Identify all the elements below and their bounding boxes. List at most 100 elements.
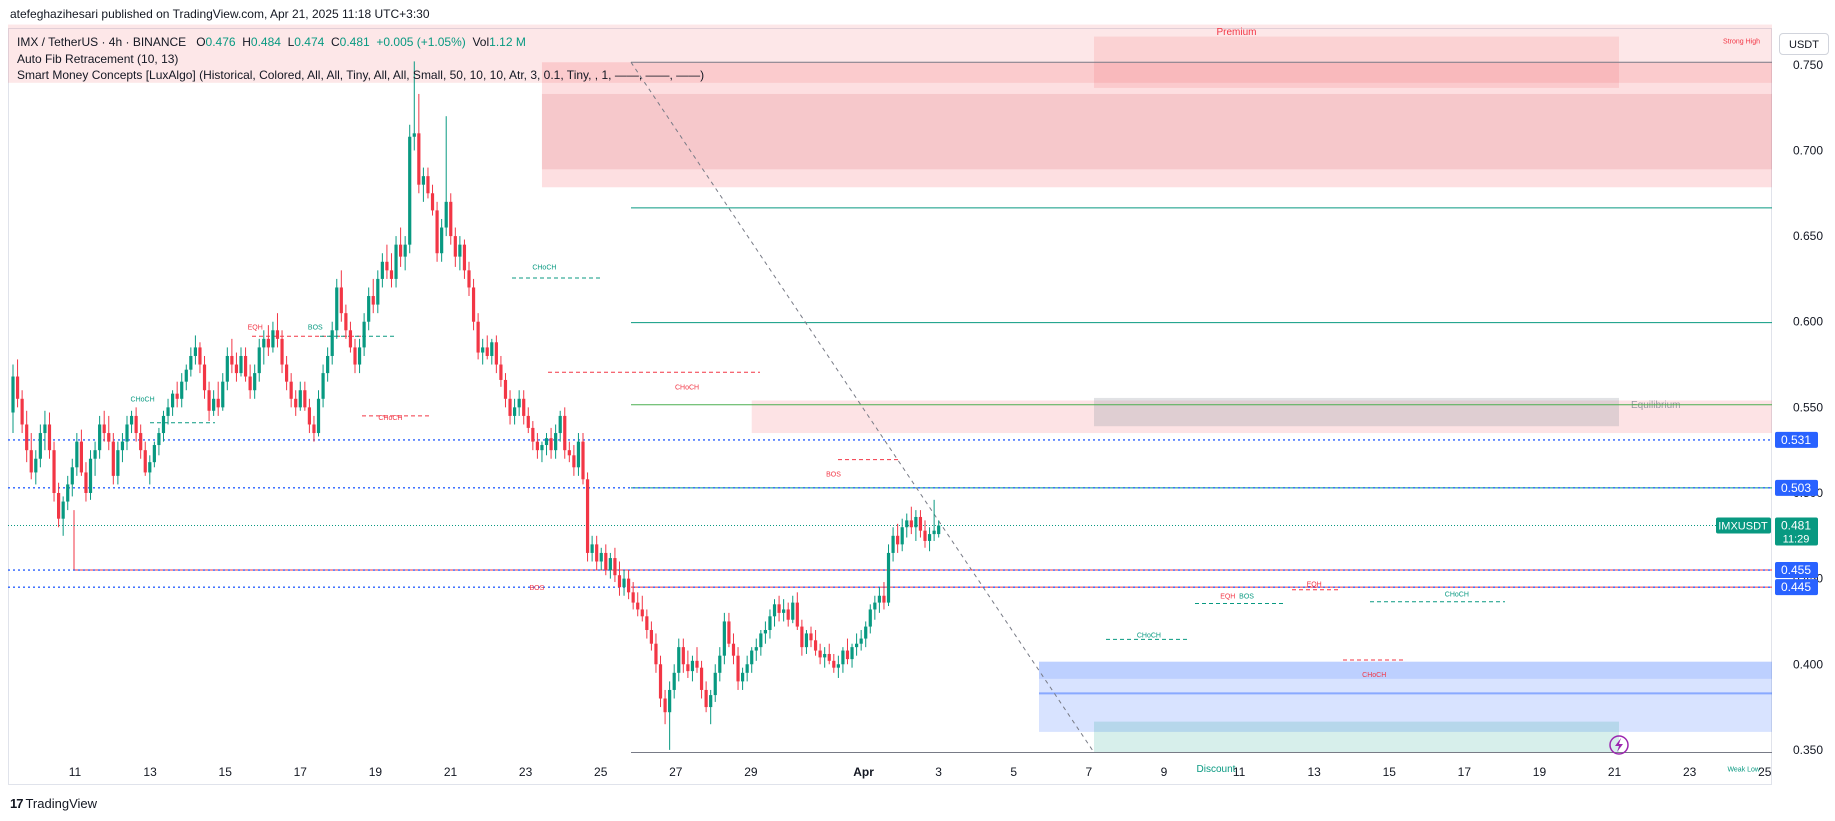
indicator-fib[interactable]: Auto Fib Retracement (10, 13) (17, 51, 179, 66)
currency-button[interactable]: USDT (1779, 33, 1829, 55)
candle-body (312, 424, 316, 434)
candle-body (294, 398, 298, 408)
x-tick-label: 25 (594, 765, 608, 779)
candle-body (914, 516, 918, 528)
candle-body (216, 398, 220, 408)
candle-body (29, 450, 33, 473)
structure-label: CHoCH (131, 396, 155, 403)
candle-body (52, 450, 56, 493)
candle-body (161, 415, 166, 434)
candle-body (403, 244, 407, 257)
candle-body (335, 287, 339, 331)
candle-body (280, 338, 284, 365)
strong-high-label: Strong High (1723, 38, 1760, 45)
candle-body (234, 364, 239, 374)
candle-body (248, 376, 252, 391)
candle-body (868, 609, 872, 627)
candle-body (184, 369, 188, 382)
price-label-box (1775, 517, 1818, 546)
candle-body (380, 261, 384, 279)
candle-body (768, 616, 772, 631)
symbol-title[interactable]: IMX / TetherUS · 4h · BINANCE (17, 35, 187, 49)
candle-body (886, 552, 891, 603)
candle-body (544, 438, 549, 446)
tradingview-brand: TradingView (25, 796, 98, 811)
equilibrium-zone (1094, 397, 1619, 427)
candle-body (321, 373, 325, 399)
x-tick-label: 5 (1010, 765, 1017, 779)
lightning-bolt-icon (1615, 738, 1623, 752)
lightning-icon[interactable] (1609, 735, 1629, 755)
candle-body (212, 398, 216, 411)
candle-body (823, 653, 827, 658)
candle-body (499, 364, 503, 380)
candle-body (554, 433, 558, 451)
weak-low-label: Weak Low (1727, 766, 1760, 773)
candle-body (47, 424, 52, 451)
candle-body (927, 534, 932, 541)
candle-body (84, 472, 88, 493)
candle-body (175, 393, 179, 399)
ticker-tag (1716, 517, 1771, 534)
candle-body (408, 136, 412, 245)
candle-body (38, 433, 42, 459)
candle-body (243, 355, 248, 377)
candle-body (298, 390, 302, 408)
y-tick-label: 0.550 (1793, 400, 1823, 414)
x-tick-label: 9 (1161, 765, 1168, 779)
structure-label: CHoCH (378, 415, 402, 422)
candle-body (430, 193, 435, 211)
x-tick-label: 13 (143, 765, 157, 779)
candle-body (741, 672, 745, 682)
candle-body (503, 379, 508, 399)
candle-body (202, 364, 207, 391)
candle-body (813, 640, 818, 651)
chart-frame[interactable] (8, 28, 1772, 785)
candle-body (736, 655, 740, 682)
bearish-order-block-inner (541, 93, 1773, 170)
candle-body (285, 364, 289, 382)
candle-body (877, 595, 881, 603)
candle-body (613, 558, 617, 576)
y-tick-label: 0.600 (1793, 315, 1823, 329)
candle-body (832, 660, 836, 668)
candle-body (166, 407, 170, 416)
candle-body (143, 450, 147, 473)
indicator-smc[interactable]: Smart Money Concepts [LuxAlgo] (Historic… (17, 68, 705, 82)
candle-body (189, 355, 193, 370)
x-tick-label: 21 (1608, 765, 1622, 779)
candle-body (649, 630, 653, 644)
candle-body (93, 450, 97, 459)
candle-body (864, 626, 868, 639)
candle-body (882, 595, 886, 603)
candle-body (786, 609, 790, 620)
candle-body (508, 398, 512, 416)
candle-body (937, 525, 941, 535)
chart-legend: IMX / TetherUS · 4h · BINANCE O0.476 H0.… (17, 34, 704, 84)
x-tick-label: 25 (1758, 765, 1772, 779)
candle-body (517, 398, 521, 408)
structure-label: EQH (248, 324, 263, 331)
bullish-order-block (1039, 661, 1772, 732)
candle-body (476, 321, 480, 353)
structure-label: BOS (529, 585, 544, 592)
candle-body (262, 338, 266, 348)
candle-body (494, 342, 498, 365)
candle-body (818, 650, 822, 658)
price-label-box (1775, 431, 1818, 448)
ohlc-legend[interactable]: IMX / TetherUS · 4h · BINANCE O0.476 H0.… (17, 34, 704, 51)
candle-body (718, 655, 722, 673)
x-tick-label: Apr (853, 765, 874, 779)
x-tick-label: 27 (669, 765, 683, 779)
candle-body (567, 450, 571, 456)
candle-body (777, 604, 781, 613)
candle-body (389, 270, 394, 279)
candle-body (180, 381, 184, 399)
y-tick-label: 0.750 (1793, 58, 1823, 72)
structure-label: EQH (1307, 581, 1322, 588)
candle-body (699, 667, 704, 690)
candle-body (289, 381, 293, 399)
candle-body (458, 244, 462, 257)
candle-body (371, 296, 375, 305)
